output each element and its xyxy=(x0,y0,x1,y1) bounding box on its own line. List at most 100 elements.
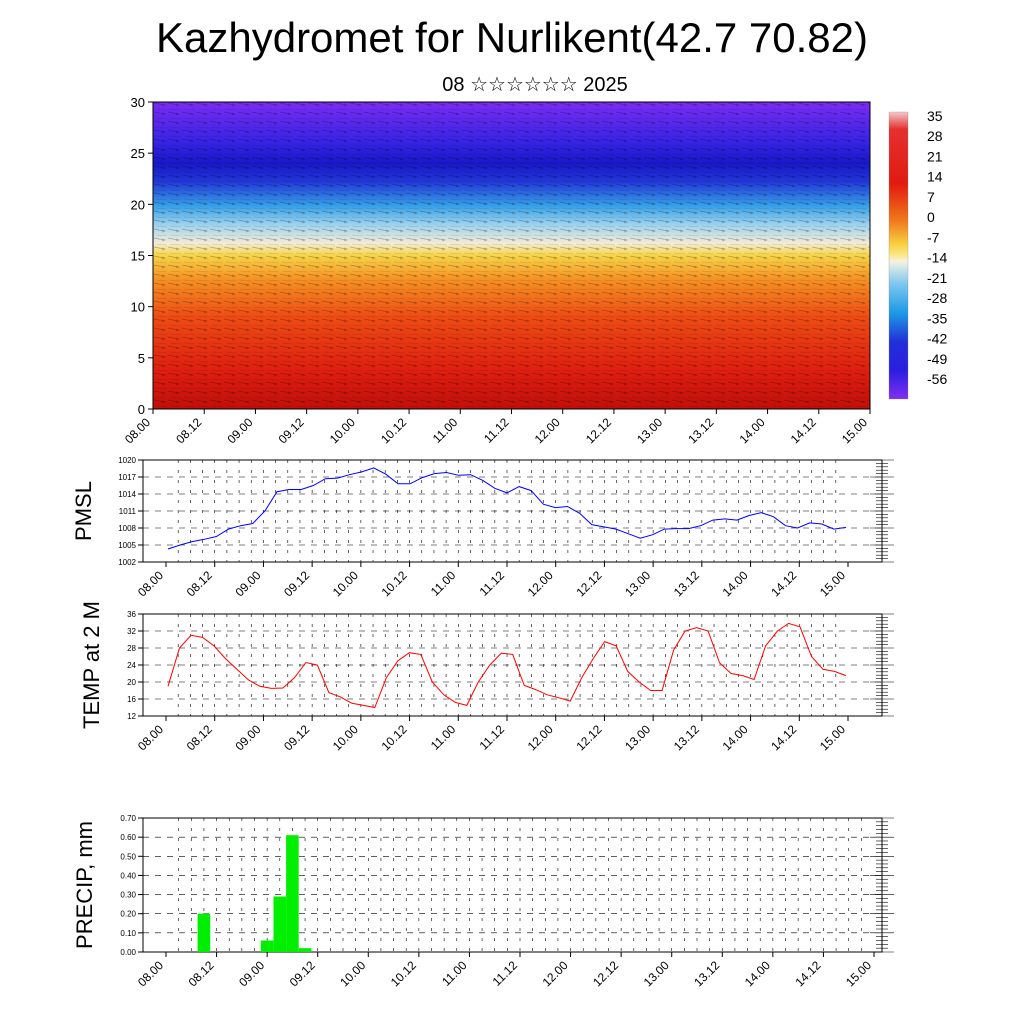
temp-line xyxy=(167,622,847,709)
y-tick-label: 1002 xyxy=(118,558,136,567)
colorbar-label: 35 xyxy=(927,108,943,124)
x-tick-label: 14.00 xyxy=(720,722,751,753)
y-tick-label: 12 xyxy=(127,712,136,721)
heatmap-x-tick-label: 10.00 xyxy=(327,415,358,446)
x-tick-label: 08.00 xyxy=(135,958,166,989)
y-tick-label: 16 xyxy=(127,695,136,704)
wind-vector-field xyxy=(153,102,870,409)
y-tick-label: 0.50 xyxy=(120,852,136,861)
x-tick-label: 15.00 xyxy=(843,958,874,989)
x-tick-label: 11.00 xyxy=(428,722,459,753)
precip-bar xyxy=(197,913,211,952)
colorbar-label: -7 xyxy=(927,229,940,245)
y-tick-label: 32 xyxy=(127,627,136,636)
y-axis-label: PMSL xyxy=(71,481,96,541)
heatmap-x-tick-label: 13.12 xyxy=(685,415,716,446)
y-tick-label: 0.00 xyxy=(120,948,136,957)
precip-panel: 0.00 0.10 0.20 0.30 0.40 0.50 0.60 0.70 08.00 08.… xyxy=(72,814,894,989)
temp-panel: 12 16 20 24 28 32 36 08.00 08.12 09.00 09.12 10.00 1… xyxy=(79,601,894,753)
y-tick-label: 0.70 xyxy=(120,814,136,823)
heatmap-x-tick-label: 08.00 xyxy=(122,415,153,446)
heatmap-y-tick-label: 25 xyxy=(131,146,145,161)
y-tick-label: 1017 xyxy=(118,473,136,482)
heatmap-x-tick-label: 14.12 xyxy=(788,415,819,446)
x-tick-label: 12.12 xyxy=(573,568,604,599)
x-tick-label: 09.00 xyxy=(236,958,267,989)
x-tick-label: 13.12 xyxy=(691,958,722,989)
x-tick-label: 11.12 xyxy=(477,568,508,599)
heatmap-y-tick-label: 5 xyxy=(138,351,145,366)
x-tick-label: 12.00 xyxy=(525,568,556,599)
heatmap-x-tick-label: 11.12 xyxy=(481,415,512,446)
colorbar-label: 21 xyxy=(927,148,943,164)
x-tick-label: 12.12 xyxy=(573,722,604,753)
y-tick-label: 24 xyxy=(127,661,136,670)
x-tick-label: 12.00 xyxy=(540,958,571,989)
x-tick-label: 08.12 xyxy=(184,722,215,753)
panel-frame xyxy=(142,817,883,953)
x-tick-label: 14.12 xyxy=(768,722,799,753)
y-axis-label: PRECIP, mm xyxy=(72,821,97,949)
x-tick-label: 09.00 xyxy=(232,568,263,599)
x-tick-label: 13.00 xyxy=(641,958,672,989)
x-tick-label: 10.12 xyxy=(388,958,419,989)
colorbar-labels: 35 28 21 14 7 0 -7 -14 -21 -28 -35 -42 -49 -56 xyxy=(927,108,947,387)
x-tick-label: 10.00 xyxy=(330,722,361,753)
x-tick-label: 11.12 xyxy=(490,958,521,989)
heatmap-x-tick-label: 11.00 xyxy=(430,415,461,446)
colorbar: 35 28 21 14 7 0 -7 -14 -21 -28 -35 -42 -49 -56 xyxy=(888,108,947,400)
x-tick-label: 10.00 xyxy=(330,568,361,599)
y-tick-label: 28 xyxy=(127,644,136,653)
x-tick-label: 10.12 xyxy=(379,722,410,753)
x-tick-label: 15.00 xyxy=(817,568,848,599)
y-tick-label: 1008 xyxy=(118,524,136,533)
colorbar-label: -56 xyxy=(927,371,947,387)
y-tick-label: 0.60 xyxy=(120,833,136,842)
heatmap-y-tick-label: 15 xyxy=(131,249,145,264)
heatmap-x-axis: 08.00 08.12 09.00 09.12 10.00 10.12 11.00 11.12… xyxy=(122,409,871,446)
y-tick-label: 1014 xyxy=(118,490,136,499)
y-tick-label: 1005 xyxy=(118,541,136,550)
precip-bar xyxy=(298,948,312,952)
y-tick-label: 0.10 xyxy=(120,929,136,938)
colorbar-label: -35 xyxy=(927,310,947,326)
x-tick-label: 09.12 xyxy=(281,568,312,599)
colorbar-label: -49 xyxy=(927,351,947,367)
precip-bar xyxy=(286,835,299,952)
x-tick-label: 13.12 xyxy=(671,722,702,753)
heatmap-y-tick-label: 10 xyxy=(131,300,145,315)
x-tick-label: 12.12 xyxy=(590,958,621,989)
colorbar-label: -28 xyxy=(927,290,947,306)
y-axis-label: TEMP at 2 M xyxy=(79,601,104,729)
x-tick-label: 11.00 xyxy=(428,568,459,599)
x-tick-label: 09.00 xyxy=(232,722,263,753)
x-tick-label: 14.12 xyxy=(768,568,799,599)
y-tick-label: 1020 xyxy=(118,456,136,465)
heatmap-y-tick-label: 0 xyxy=(138,402,145,417)
colorbar-label: 0 xyxy=(927,209,935,225)
heatmap-y-axis: 0 5 10 15 20 25 30 xyxy=(131,95,153,417)
heatmap-x-tick-label: 14.00 xyxy=(737,415,768,446)
x-tick-label: 12.00 xyxy=(525,722,556,753)
y-tick-label: 20 xyxy=(127,678,136,687)
colorbar-label: 28 xyxy=(927,128,943,144)
x-tick-label: 13.00 xyxy=(622,568,653,599)
heatmap-x-tick-label: 12.12 xyxy=(583,415,614,446)
x-tick-label: 10.12 xyxy=(379,568,410,599)
chart-subtitle: 08 ☆☆☆☆☆☆ 2025 xyxy=(442,74,628,96)
pmsl-panel: 1002 1005 1008 1011 1014 1017 1020 08.00 08.12 09… xyxy=(71,456,894,599)
heatmap-x-tick-label: 08.12 xyxy=(173,415,204,446)
heatmap-x-tick-label: 12.00 xyxy=(532,415,563,446)
precip-bar xyxy=(260,940,274,952)
y-tick-label: 0.30 xyxy=(120,891,136,900)
colorbar-label: 7 xyxy=(927,189,935,205)
temperature-wind-panel: 0 5 10 15 20 25 30 08.00 08.12 09.00 09.12 10.00 10… xyxy=(122,95,871,446)
x-tick-label: 08.12 xyxy=(186,958,217,989)
colorbar-label: 14 xyxy=(927,169,943,185)
heatmap-x-tick-label: 09.12 xyxy=(276,415,307,446)
heatmap-y-tick-label: 20 xyxy=(131,197,145,212)
pmsl-line xyxy=(167,467,847,550)
heatmap-x-tick-label: 10.12 xyxy=(378,415,409,446)
x-tick-label: 13.00 xyxy=(622,722,653,753)
